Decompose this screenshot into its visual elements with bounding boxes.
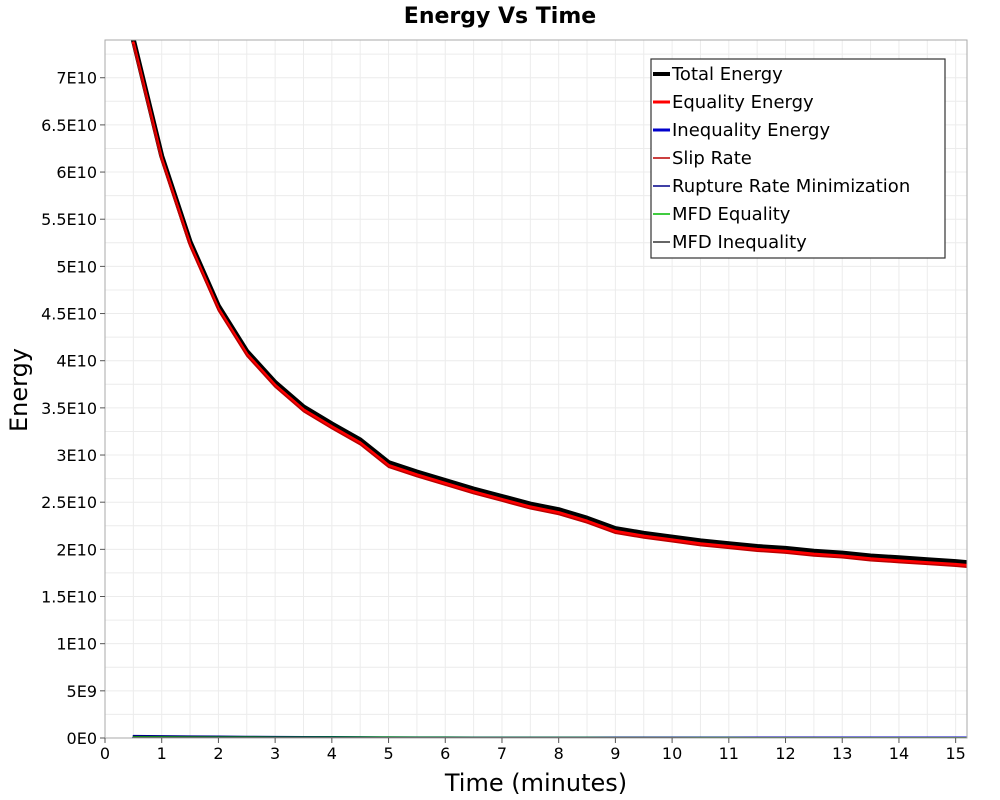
x-axis-ticks: 0 1 2 3 4 5 6 7 8 9 10 11 12 13 14 15 — [100, 738, 966, 763]
y-tick-label: 2E10 — [56, 540, 97, 559]
chart-title: Energy Vs Time — [404, 4, 596, 29]
y-tick-label: 4E10 — [56, 352, 97, 371]
legend-box — [650, 58, 946, 259]
x-tick-label: 1 — [157, 744, 167, 763]
y-tick-label: 3E10 — [56, 446, 97, 465]
x-tick-label: 14 — [889, 744, 909, 763]
legend-label: Inequality Energy — [672, 120, 830, 141]
series-line-equality-energy — [131, 41, 967, 567]
y-tick-label: 0E0 — [67, 729, 97, 748]
y-tick-label: 3.5E10 — [41, 399, 97, 418]
y-tick-label: 4.5E10 — [41, 305, 97, 324]
series-line-total-energy — [130, 40, 967, 566]
grid-lines — [105, 40, 967, 738]
x-tick-label: 0 — [100, 744, 110, 763]
y-axis-ticks: 0E0 5E9 1E10 1.5E10 2E10 2.5E10 3E10 3.5E10 4E10… — [41, 69, 105, 748]
x-tick-label: 7 — [497, 744, 507, 763]
y-tick-label: 6E10 — [56, 163, 97, 182]
x-tick-label: 4 — [327, 744, 337, 763]
x-tick-label: 8 — [554, 744, 564, 763]
x-tick-label: 9 — [610, 744, 620, 763]
x-tick-label: 5 — [383, 744, 393, 763]
legend-label: MFD Inequality — [672, 232, 807, 253]
y-tick-label: 2.5E10 — [41, 493, 97, 512]
x-tick-label: 11 — [719, 744, 739, 763]
x-tick-label: 12 — [775, 744, 795, 763]
y-tick-label: 7E10 — [56, 69, 97, 88]
series-lines — [130, 40, 967, 738]
x-tick-label: 6 — [440, 744, 450, 763]
plot-frame — [104, 39, 968, 739]
x-tick-label: 15 — [945, 744, 965, 763]
y-tick-label: 5E10 — [56, 257, 97, 276]
legend-label: MFD Equality — [672, 204, 791, 225]
y-tick-label: 1E10 — [56, 635, 97, 654]
y-axis-title: Energy — [5, 348, 33, 432]
y-tick-label: 1.5E10 — [41, 588, 97, 607]
legend-label: Equality Energy — [672, 92, 814, 113]
y-tick-label: 6.5E10 — [41, 116, 97, 135]
y-tick-label: 5.5E10 — [41, 210, 97, 229]
legend-label: Total Energy — [671, 64, 783, 85]
legend-label: Slip Rate — [672, 148, 752, 169]
x-tick-label: 10 — [662, 744, 682, 763]
x-tick-label: 13 — [832, 744, 852, 763]
x-tick-label: 2 — [213, 744, 223, 763]
legend: Total Energy Equality Energy Inequality En… — [650, 58, 946, 259]
x-tick-label: 3 — [270, 744, 280, 763]
series-line-slip-rate — [132, 43, 967, 569]
x-axis-title: Time (minutes) — [444, 769, 627, 797]
y-tick-label: 5E9 — [67, 682, 97, 701]
legend-label: Rupture Rate Minimization — [672, 176, 910, 197]
